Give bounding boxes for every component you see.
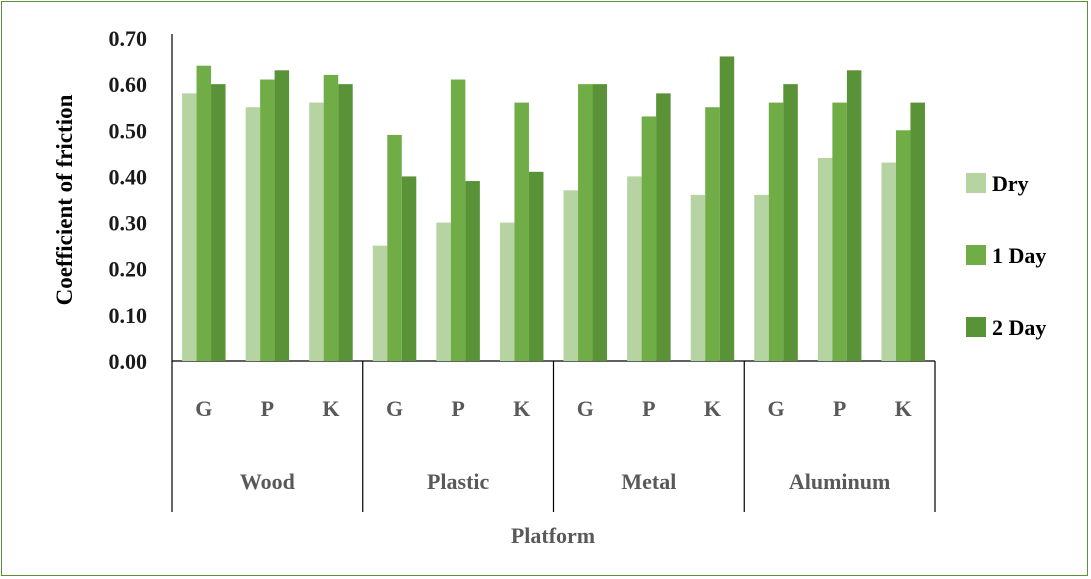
bar-1-day [641, 116, 657, 361]
bar-dry [436, 222, 451, 361]
bar-2-day [783, 84, 798, 362]
legend-swatch [966, 173, 986, 193]
bar-1-day [895, 130, 911, 361]
y-axis-title: Coefficient of friction [52, 94, 77, 305]
x-tick-label: K [895, 396, 912, 421]
bar-2-day [592, 84, 608, 362]
x-tick-label: G [195, 396, 212, 421]
bar-1-day [323, 74, 339, 362]
y-tick-label: 0.00 [109, 349, 148, 374]
bar-2-day [528, 171, 544, 361]
bar-2-day [465, 181, 480, 361]
legend-label: Dry [992, 171, 1029, 196]
bar-2-day [401, 176, 417, 361]
bar-dry [245, 107, 261, 361]
bar-dry [881, 162, 896, 361]
legend-label: 1 Day [992, 243, 1046, 268]
bar-dry [627, 176, 642, 361]
x-axis-title: Platform [511, 523, 595, 548]
y-tick-label: 0.20 [109, 257, 148, 282]
legend-label: 2 Day [992, 315, 1046, 340]
x-tick-label: K [513, 396, 530, 421]
x-tick-label: G [577, 396, 594, 421]
bar-dry [309, 102, 324, 361]
x-group-label: Metal [621, 469, 676, 494]
x-group-label: Wood [240, 469, 295, 494]
bar-2-day [910, 102, 925, 361]
bar-2-day [274, 70, 290, 362]
y-tick-label: 0.30 [109, 211, 148, 236]
bar-dry [372, 245, 388, 361]
x-tick-label: G [386, 396, 403, 421]
y-tick-label: 0.70 [109, 26, 148, 51]
bar-2-day [338, 84, 353, 362]
bar-2-day [719, 56, 735, 361]
y-tick-label: 0.10 [109, 303, 148, 328]
x-tick-label: P [833, 396, 846, 421]
bar-2-day [656, 93, 671, 361]
bar-2-day [846, 70, 862, 362]
bar-1-day [450, 79, 466, 362]
x-group-label: Aluminum [789, 469, 890, 494]
legend-swatch [966, 317, 986, 337]
x-tick-label: P [261, 396, 274, 421]
bar-dry [690, 194, 706, 361]
bar-1-day [705, 107, 720, 361]
x-tick-label: P [642, 396, 655, 421]
bar-1-day [387, 134, 402, 361]
x-tick-label: K [322, 396, 339, 421]
bar-dry [563, 190, 579, 361]
bar-1-day [260, 79, 275, 362]
x-group-label: Plastic [427, 469, 490, 494]
bar-dry [182, 93, 197, 361]
y-tick-label: 0.50 [109, 118, 148, 143]
legend-swatch [966, 245, 986, 265]
plot-area: 0.00 0.10 0.20 0.30 0.40 0.50 0.60 0.70 G P K G P K G P… [109, 26, 936, 512]
x-tick-label: P [451, 396, 464, 421]
y-tick-label: 0.40 [109, 164, 148, 189]
bar-dry [499, 222, 515, 361]
bar-1-day [578, 84, 593, 362]
bar-1-day [832, 102, 847, 361]
bar-dry [754, 194, 769, 361]
bar-dry [817, 157, 833, 361]
x-tick-label: G [767, 396, 784, 421]
bar-1-day [514, 102, 529, 361]
bar-1-day [196, 65, 212, 361]
x-tick-label: K [704, 396, 721, 421]
bar-2-day [211, 84, 226, 362]
y-tick-label: 0.60 [109, 72, 148, 97]
bar-1-day [768, 102, 784, 361]
legend: Dry 1 Day 2 Day [966, 171, 1046, 340]
